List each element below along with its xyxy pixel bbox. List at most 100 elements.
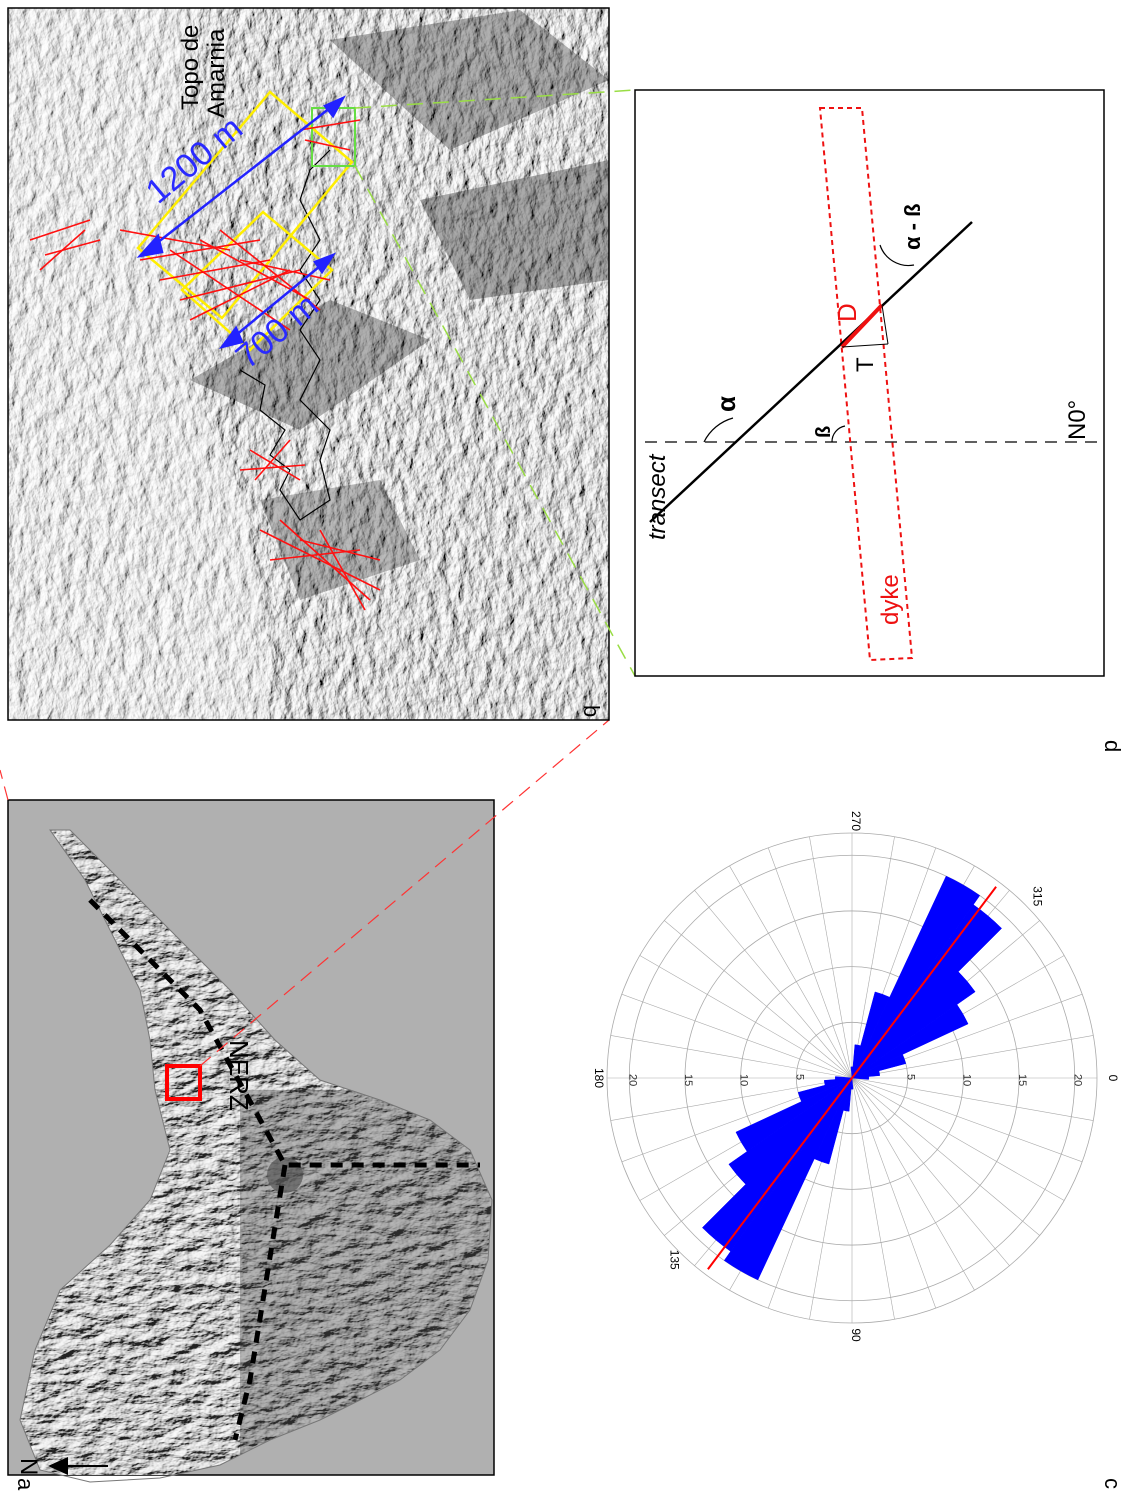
rose-spoke [767, 847, 853, 1079]
dyke-traces [29, 119, 381, 611]
connector-b-d-1 [354, 89, 636, 109]
rose-spoke [610, 1077, 853, 1121]
panel-label-a: a [13, 1478, 38, 1491]
rose-petal [735, 1077, 853, 1152]
rose-petal [814, 1077, 853, 1165]
rose-direction-label-nw: 315 [1031, 886, 1045, 906]
north-arrow: N [15, 1457, 108, 1475]
rose-spoke [851, 1077, 1065, 1201]
panel-b-frame [7, 7, 610, 721]
rose-spoke [851, 1077, 937, 1309]
rose-petal [851, 875, 981, 1079]
alpha-label: α [711, 396, 741, 412]
island-coastline [19, 829, 493, 1483]
rose-petal [702, 1077, 853, 1252]
rose-petal [851, 904, 1002, 1079]
rift-axis-nw [232, 1164, 288, 1441]
nerz-label: NERZ [224, 1040, 254, 1111]
rose-petal [843, 1077, 853, 1112]
detail-relief [8, 8, 609, 720]
transect-path [239, 149, 331, 521]
rose-direction-label-north: 0 [1106, 1075, 1120, 1082]
rose-spoke [610, 1035, 853, 1079]
rose-petal [851, 971, 976, 1079]
d-segment [840, 303, 884, 349]
rose-petal [851, 1044, 861, 1079]
rose-petal [851, 1076, 869, 1080]
rose-direction-label-east: 90 [849, 1328, 863, 1342]
rose-petal [851, 991, 890, 1079]
alpha-minus-beta-label: α - ß [900, 203, 925, 250]
rose-ring-label: 20 [626, 1074, 638, 1086]
rose-petal [797, 1077, 853, 1102]
rose-ring-label: 5 [793, 1074, 805, 1080]
panel-label-b: b [579, 705, 604, 717]
rose-petal [851, 1070, 881, 1079]
rose-spoke [694, 890, 853, 1079]
transect-box-1200 [136, 90, 354, 320]
rose-spoke [639, 955, 853, 1079]
rose-direction-label-se: 135 [667, 1250, 681, 1270]
rose-petal [835, 1076, 853, 1080]
rose-petal [728, 1077, 853, 1185]
panel-b: 1200 m 700 m Topo de Amarnia b [7, 7, 610, 721]
rose-ring-label: 5 [905, 1074, 917, 1080]
transect-box-700 [180, 210, 334, 352]
rose-spoke [851, 1077, 1094, 1121]
rose-spoke [809, 836, 853, 1079]
north-label: N [15, 1458, 42, 1475]
rose-ring-label: 15 [1016, 1074, 1028, 1086]
rose-spoke [851, 836, 895, 1079]
study-area-box [165, 1064, 202, 1101]
rose-petal [723, 1077, 853, 1281]
rose-ring-label: 15 [682, 1074, 694, 1086]
rose-direction-label-south: 180 [592, 1068, 606, 1088]
connector-a-b-1 [199, 719, 610, 1067]
d-label: D [832, 303, 862, 322]
rose-petal [823, 1077, 853, 1086]
rose-ring-label: 20 [1072, 1074, 1084, 1086]
rose-spoke [621, 993, 853, 1079]
rose-spoke [851, 1077, 1083, 1163]
beta-label: ß [813, 426, 835, 438]
panel-a: NERZ N a [7, 799, 495, 1491]
rose-spoke [664, 920, 853, 1079]
connector-b-d-2 [354, 165, 636, 677]
panel-d-frame [634, 89, 1105, 677]
rose-spoke [809, 1077, 853, 1320]
beta-arc [831, 425, 846, 443]
panel-label-c: c [1100, 1478, 1121, 1489]
t-segment [841, 343, 889, 348]
rose-petal [851, 1054, 907, 1079]
place-label-2: Amarnia [203, 28, 230, 118]
rift-axis-ne [88, 898, 480, 1168]
rose-petal [850, 1077, 854, 1090]
north-zero-label: N0° [1064, 400, 1091, 440]
rose-mean-direction [707, 886, 997, 1270]
rose-ring-label: 10 [960, 1074, 972, 1086]
rose-spoke [729, 865, 853, 1079]
t-segment-2 [881, 304, 889, 345]
rose-spoke [851, 1077, 895, 1320]
panel-label-d: d [1100, 740, 1121, 752]
alpha-minus-beta-arc [879, 244, 915, 267]
rose-spoke [851, 1035, 1094, 1079]
rose-petal [851, 1004, 969, 1079]
connector-a-b-2 [0, 769, 9, 801]
rose-spoke [851, 1077, 1010, 1266]
dyke-label: dyke [877, 574, 904, 625]
panel-c-rose-diagram: 5 5 10 10 15 15 20 20 0 90 180 270 135 315 [592, 811, 1120, 1342]
alpha-arc [703, 417, 734, 443]
rose-petal [850, 1066, 854, 1079]
rose-direction-label-west: 270 [849, 811, 863, 831]
t-label: T [852, 357, 879, 372]
panel-d: transect dyke N0° α ß α - ß T D [634, 89, 1105, 677]
dyke-outline [818, 107, 914, 662]
rose-ring-label: 10 [738, 1074, 750, 1086]
distance-arrows [136, 95, 346, 350]
rose-spoke [851, 1077, 1040, 1236]
rose-spoke [851, 1077, 975, 1291]
transect-label: transect [644, 453, 671, 540]
